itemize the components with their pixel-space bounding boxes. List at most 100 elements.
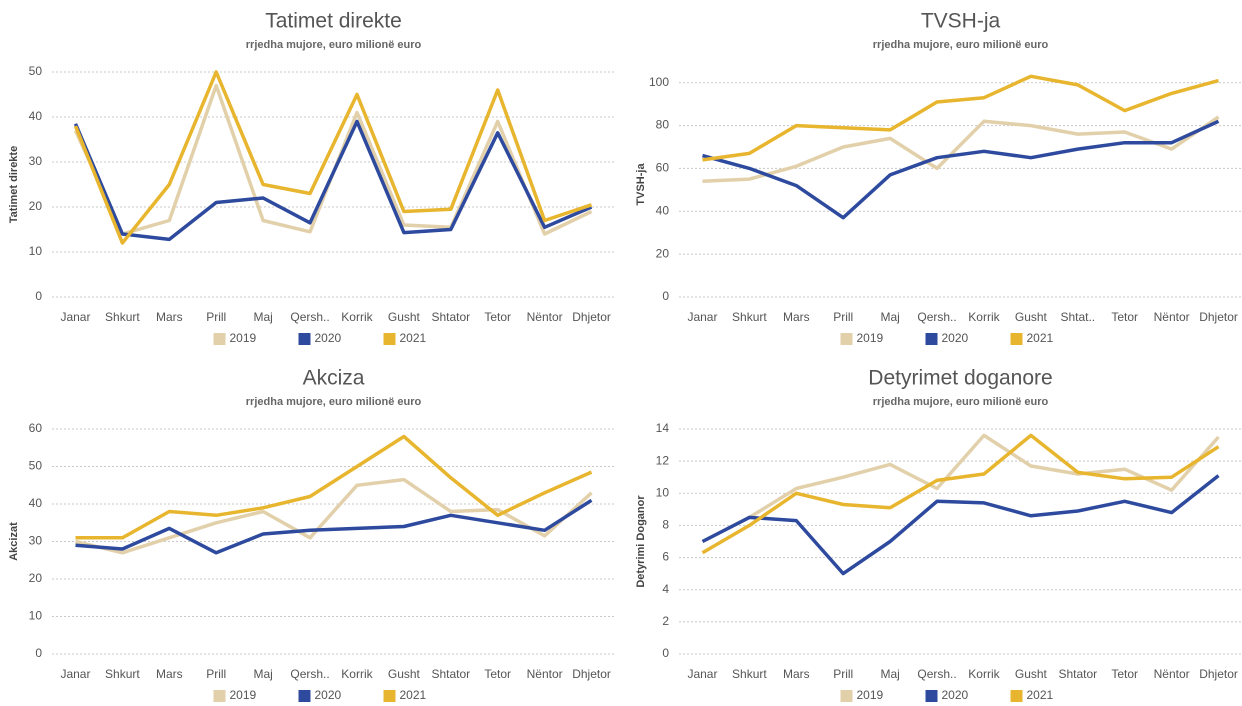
chart-title: Akciza — [303, 367, 365, 390]
x-tick-label: Janar — [60, 667, 90, 681]
y-tick-label: 10 — [29, 244, 43, 258]
series-line — [75, 477, 593, 555]
x-tick-label: Mars — [156, 310, 183, 324]
x-tick-label: Prill — [206, 310, 226, 324]
y-axis-label: Detyrimi Doganor — [635, 495, 647, 588]
x-tick-label: Prill — [833, 667, 853, 681]
y-tick-label: 6 — [662, 550, 669, 564]
x-tick-label: Prill — [206, 667, 226, 681]
legend-label: 2019 — [230, 331, 257, 345]
x-tick-label: Qersh.. — [290, 310, 329, 324]
x-tick-label: Janar — [60, 310, 90, 324]
x-tick-label: Prill — [833, 310, 853, 324]
y-tick-label: 0 — [35, 646, 42, 660]
chart-panel: TVSH-ja rrjedha mujore, euro milionë euro… — [635, 10, 1242, 345]
x-tick-label: Shtator — [431, 310, 470, 324]
y-tick-label: 50 — [29, 459, 43, 473]
x-tick-label: Nëntor — [527, 667, 563, 681]
series-line — [701, 433, 1220, 544]
series-line — [702, 74, 1219, 162]
y-tick-label: 60 — [656, 161, 670, 175]
y-tick-label: 50 — [29, 64, 43, 78]
x-tick-label: Korrik — [968, 667, 1000, 681]
x-tick-label: Korrik — [968, 310, 1000, 324]
x-tick-label: Maj — [253, 667, 272, 681]
x-tick-label: Mars — [783, 310, 810, 324]
y-tick-label: 30 — [29, 154, 43, 168]
x-tick-label: Shkurt — [105, 310, 140, 324]
legend-swatch — [213, 333, 226, 345]
x-tick-label: Maj — [253, 310, 272, 324]
x-tick-label: Gusht — [388, 310, 421, 324]
legend-swatch — [298, 333, 311, 345]
x-tick-label: Shkurt — [732, 667, 767, 681]
series-line — [75, 498, 593, 555]
x-tick-label: Dhjetor — [572, 667, 611, 681]
y-axis-label: TVSH-ja — [635, 163, 647, 206]
y-tick-label: 100 — [649, 75, 669, 89]
legend-swatch — [925, 690, 938, 702]
legend-label: 2020 — [942, 331, 969, 345]
y-tick-label: 40 — [656, 203, 670, 217]
x-tick-label: Qersh.. — [917, 667, 956, 681]
x-tick-label: Gusht — [1015, 310, 1048, 324]
chart-panel: Detyrimet doganore rrjedha mujore, euro m… — [635, 367, 1242, 702]
legend-swatch — [298, 690, 311, 702]
y-tick-label: 40 — [29, 109, 43, 123]
y-tick-label: 10 — [29, 609, 43, 623]
chart-subtitle: rrjedha mujore, euro milionë euro — [246, 39, 422, 51]
x-tick-label: Tetor — [1111, 667, 1138, 681]
chart-title: Tatimet direkte — [265, 10, 402, 33]
y-tick-label: 2 — [662, 614, 669, 628]
y-tick-label: 40 — [29, 496, 43, 510]
legend-label: 2020 — [315, 688, 342, 702]
series-line — [701, 433, 1220, 555]
series-line — [701, 474, 1220, 576]
series-line — [702, 115, 1220, 184]
legend-label: 2021 — [400, 331, 427, 345]
x-tick-label: Dhjetor — [1199, 667, 1238, 681]
legend-label: 2020 — [942, 688, 969, 702]
legend-label: 2019 — [230, 688, 257, 702]
x-tick-label: Tetor — [484, 667, 511, 681]
x-tick-label: Mars — [156, 667, 183, 681]
y-tick-label: 0 — [35, 289, 42, 303]
x-tick-label: Mars — [783, 667, 810, 681]
chart-panel: Akciza rrjedha mujore, euro milionë euro A… — [8, 367, 615, 702]
legend-swatch — [840, 690, 853, 702]
legend-swatch — [1010, 333, 1023, 345]
x-tick-label: Korrik — [341, 310, 373, 324]
legend-swatch — [925, 333, 938, 345]
x-tick-label: Shkurt — [732, 310, 767, 324]
x-tick-label: Maj — [880, 310, 899, 324]
x-tick-label: Gusht — [388, 667, 421, 681]
x-tick-label: Nëntor — [527, 310, 563, 324]
x-tick-label: Dhjetor — [572, 310, 611, 324]
y-tick-label: 8 — [662, 518, 669, 532]
y-tick-label: 30 — [29, 534, 43, 548]
legend-swatch — [213, 690, 226, 702]
series-line — [73, 70, 593, 245]
y-tick-label: 20 — [656, 246, 670, 260]
legend-label: 2021 — [1027, 688, 1054, 702]
x-tick-label: Gusht — [1015, 667, 1048, 681]
x-tick-label: Dhjetor — [1199, 310, 1238, 324]
x-tick-label: Shkurt — [105, 667, 140, 681]
legend-swatch — [1010, 690, 1023, 702]
chart-panel: Tatimet direkte rrjedha mujore, euro mili… — [8, 10, 615, 345]
y-tick-label: 80 — [656, 118, 670, 132]
chart-subtitle: rrjedha mujore, euro milionë euro — [873, 39, 1049, 51]
chart-title: Detyrimet doganore — [868, 367, 1052, 390]
y-tick-label: 0 — [662, 646, 669, 660]
x-tick-label: Korrik — [341, 667, 373, 681]
series-line — [702, 119, 1220, 220]
x-tick-label: Qersh.. — [290, 667, 329, 681]
x-tick-label: Janar — [687, 667, 717, 681]
chart-subtitle: rrjedha mujore, euro milionë euro — [246, 396, 422, 408]
series-line — [75, 434, 593, 540]
x-tick-label: Tetor — [484, 310, 511, 324]
y-axis-label: Tatimet direkte — [8, 146, 20, 223]
y-tick-label: 0 — [662, 289, 669, 303]
y-tick-label: 20 — [29, 199, 43, 213]
